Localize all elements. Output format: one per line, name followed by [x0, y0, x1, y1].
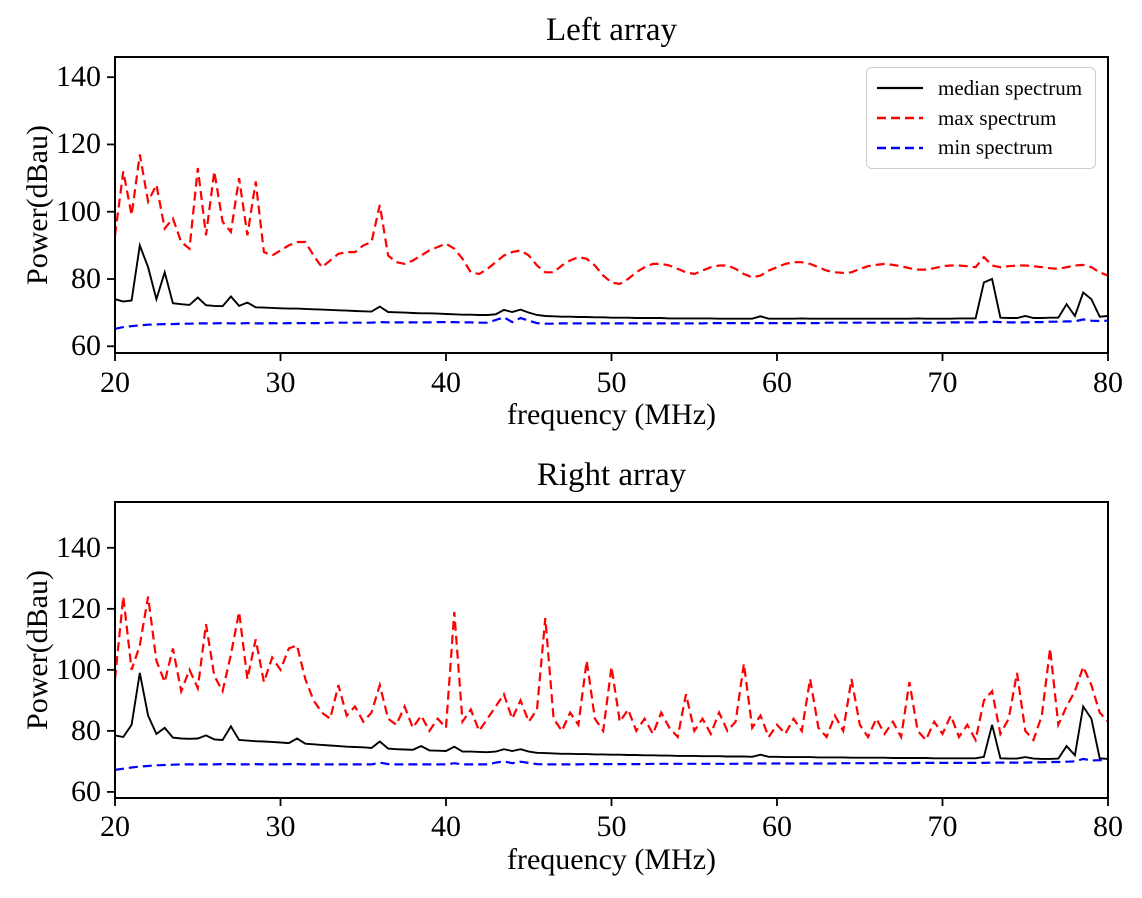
y-tick-label: 80 [71, 262, 101, 295]
y-tick-label: 120 [56, 127, 101, 161]
max-spectrum-line [113, 154, 1109, 286]
x-tick-label: 50 [596, 810, 627, 843]
legend-item-max: max spectrum [877, 105, 1095, 130]
left-array-title: Left array [546, 12, 677, 48]
right-array-title: Right array [536, 457, 687, 493]
x-tick-label: 80 [1093, 810, 1123, 843]
y-tick-label: 60 [71, 329, 101, 363]
y-tick-label: 80 [71, 713, 101, 747]
y-tick-label: 60 [71, 774, 101, 808]
x-tick-label: 20 [100, 366, 130, 399]
median-spectrum-line [114, 241, 1109, 320]
x-tick-label: 30 [265, 366, 296, 399]
legend-label-min: min spectrum [938, 135, 1053, 160]
min-spectrum-line [114, 757, 1109, 771]
left-array-axes [107, 56, 1109, 361]
x-tick-label: 80 [1093, 366, 1123, 399]
x-tick-label: 60 [762, 366, 792, 399]
left-array-xlabel: frequency (MHz) [506, 398, 717, 431]
legend-item-min: min spectrum [877, 136, 1095, 159]
max-line-swatch [877, 116, 923, 120]
right-array-xlabel: frequency (MHz) [506, 843, 717, 876]
legend: median spectrum max spectrum min spectru… [866, 67, 1096, 169]
x-tick-label: 70 [927, 810, 958, 843]
legend-item-median: median spectrum [877, 75, 1095, 100]
median-line-swatch [877, 87, 923, 90]
min-line-swatch [877, 146, 923, 150]
median-spectrum-line [114, 672, 1109, 760]
x-tick-label: 40 [431, 810, 461, 843]
x-tick-label: 50 [596, 366, 627, 399]
legend-label-max: max spectrum [938, 105, 1057, 130]
x-tick-label: 40 [431, 366, 461, 399]
y-tick-label: 140 [56, 530, 101, 564]
y-tick-label: 100 [56, 652, 101, 686]
right-array-axes [107, 501, 1109, 806]
y-tick-label: 120 [56, 591, 101, 625]
x-tick-label: 20 [100, 810, 130, 843]
legend-label-median: median spectrum [938, 75, 1083, 100]
x-tick-label: 70 [927, 366, 958, 399]
x-tick-label: 60 [762, 810, 792, 843]
axes-frame [114, 501, 1109, 799]
x-tick-label: 30 [265, 810, 296, 843]
y-tick-label: 100 [56, 194, 101, 228]
y-tick-label: 140 [56, 60, 101, 94]
min-spectrum-line [114, 316, 1109, 330]
max-spectrum-line [113, 596, 1109, 744]
